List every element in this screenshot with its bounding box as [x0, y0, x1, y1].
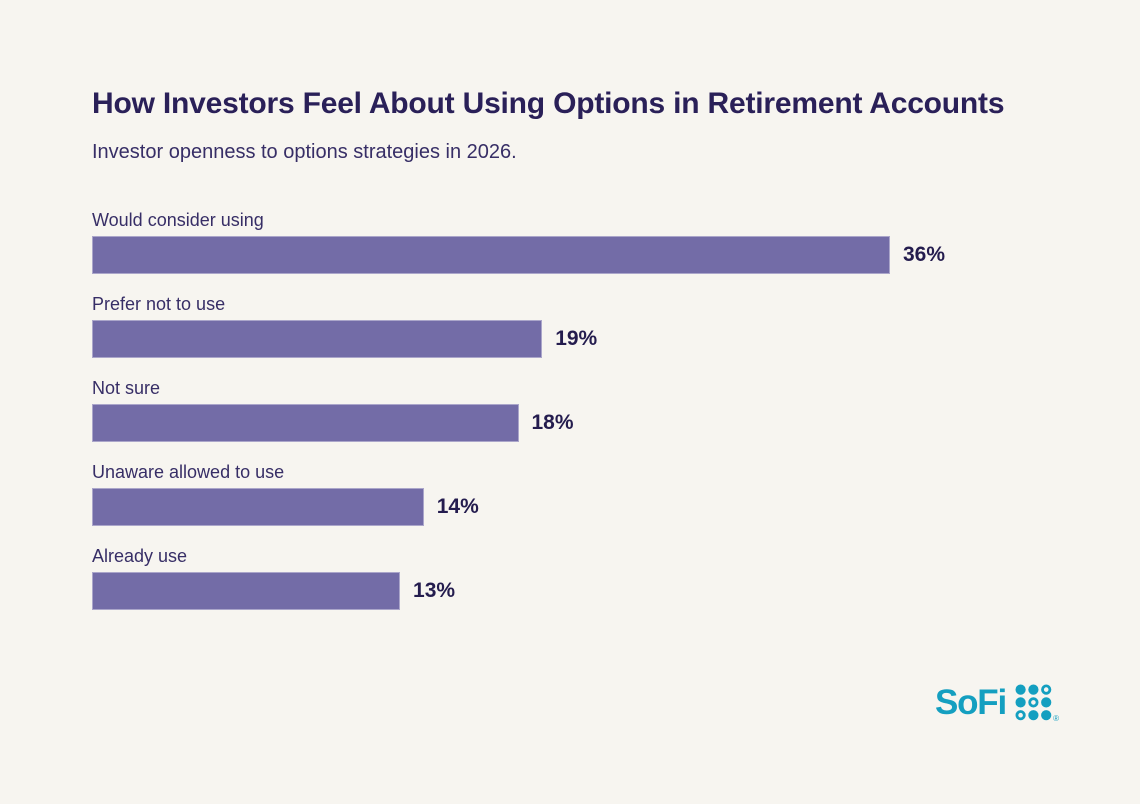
bar-row: 18% [92, 404, 945, 442]
bar-group: Prefer not to use 19% [92, 294, 945, 358]
bar-row: 14% [92, 488, 945, 526]
bar-value-label: 14% [436, 495, 479, 518]
bar-value-label: 36% [902, 243, 945, 266]
bar-group: Unaware allowed to use 14% [92, 462, 945, 526]
bar [92, 404, 519, 442]
bar [92, 320, 543, 358]
bar-row: 36% [92, 236, 945, 274]
bar-category-label: Prefer not to use [92, 294, 226, 314]
page-title: How Investors Feel About Using Options i… [92, 87, 1005, 120]
bar-group: Already use 13% [92, 546, 945, 610]
sofi-dots-icon: ® [1015, 684, 1059, 723]
bar-chart: Would consider using 36% Prefer not to u… [92, 210, 945, 610]
bar-value-label: 19% [555, 327, 598, 350]
bar-row: 19% [92, 320, 945, 358]
bar [92, 572, 401, 610]
bar-value-label: 18% [531, 411, 574, 434]
registered-trademark-icon: ® [1053, 714, 1059, 723]
bar-category-label: Unaware allowed to use [92, 462, 285, 482]
bar-category-label: Already use [92, 546, 188, 566]
page-subtitle: Investor openness to options strategies … [92, 141, 517, 163]
bar-group: Not sure 18% [92, 378, 945, 442]
bar-category-label: Not sure [92, 378, 161, 398]
bar-value-label: 13% [413, 579, 456, 602]
bar [92, 488, 424, 526]
bar-category-label: Would consider using [92, 210, 264, 230]
bar [92, 236, 890, 274]
bar-group: Would consider using 36% [92, 210, 945, 274]
bar-row: 13% [92, 572, 945, 610]
sofi-wordmark: SoFi [934, 683, 1007, 722]
sofi-logo: SoFi ® [934, 683, 1059, 723]
